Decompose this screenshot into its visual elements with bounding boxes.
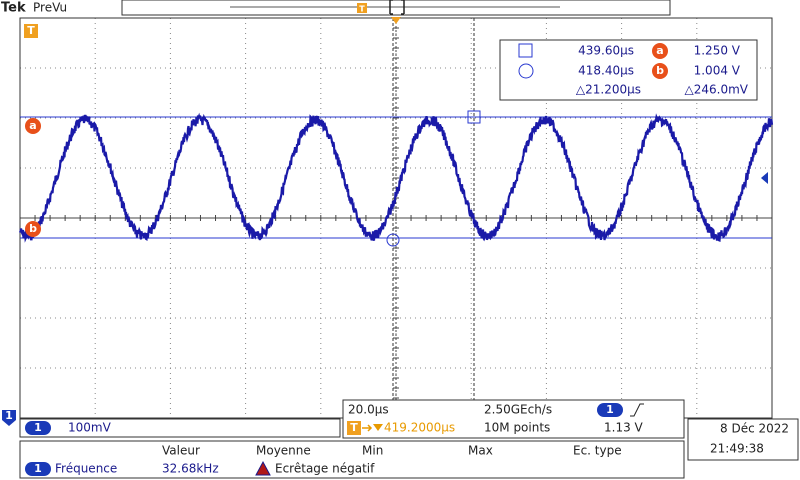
delay-marker [373,424,383,431]
measure-header: Ec. type [573,444,622,458]
measure-channel: 1 [34,462,42,475]
datetime-box [687,418,799,461]
cursor-b-badge [25,221,41,237]
channel-box[interactable] [19,418,341,438]
trigger-slope [630,403,644,417]
delay-trigger-badge [347,421,361,435]
channel-offset-marker [2,410,16,426]
measure-header: Min [362,444,383,458]
cursor-circle [386,233,400,247]
readout-circle [518,63,534,79]
cursor-square [467,110,481,124]
cursor-volts: 1.004 V [694,64,741,78]
view-bracket [389,0,405,15]
mode: PreVu [33,1,67,15]
readout-b-badge [652,63,668,79]
sample-rate: 2.50GEch/s [484,403,552,417]
warning-icon [255,460,271,476]
trigger-source-badge [597,403,623,417]
channel-scale: 100mV [68,421,112,435]
right-arrow [761,172,768,184]
delta-volts: △246.0mV [685,83,749,97]
measure-warning: Ecrêtage négatif [275,462,375,476]
measure-name: Fréquence [55,462,117,476]
delta-time: △21.200µs [576,83,641,97]
trigger-level: 1.13 V [604,421,644,435]
channel-badge [25,421,51,435]
trigger-position: 419.2000µs [384,421,455,435]
cursor-volts: 1.250 V [694,44,741,58]
measure-header: Valeur [162,444,200,458]
cursor-a-badge [25,118,41,134]
measurement-box[interactable] [19,440,685,479]
measure-header: Moyenne [256,444,311,458]
cursor-b-label: b [29,222,37,235]
timebase-box[interactable] [342,399,685,439]
top-trigger-label: T [359,5,365,14]
readout-a-badge [652,43,668,59]
channel-number: 1 [34,421,42,434]
trigger-level-label: T [27,24,35,37]
readout-a-label: a [656,44,663,57]
waveform-trace [18,112,774,243]
readout-b-label: b [656,64,664,77]
readout-square [518,43,533,58]
time-scale: 20.0µs [348,403,389,417]
brand: Tek [1,1,26,16]
trigger-level-badge [24,24,38,38]
measure-header: Max [468,444,493,458]
measure-channel-badge [25,462,51,476]
measurement-headers: Valeur Moyenne Min Max Ec. type [162,444,622,458]
delay-trigger-label: T [350,421,358,434]
record-length: 10M points [484,421,550,435]
measure-value: 32.68kHz [162,462,219,476]
channel-offset-label: 1 [5,409,13,422]
date: 8 Déc 2022 [720,422,789,436]
cursor-readout [499,39,758,101]
trigger-position-marker [391,17,401,24]
top-trigger-badge [357,3,367,13]
delay-arrow [362,424,373,432]
graticule [19,17,773,419]
trigger-source: 1 [606,403,614,416]
time: 21:49:38 [710,442,764,456]
cursor-a-label: a [29,119,36,132]
cursor-time: 418.40µs [578,64,634,78]
cursor-time: 439.60µs [578,44,634,58]
